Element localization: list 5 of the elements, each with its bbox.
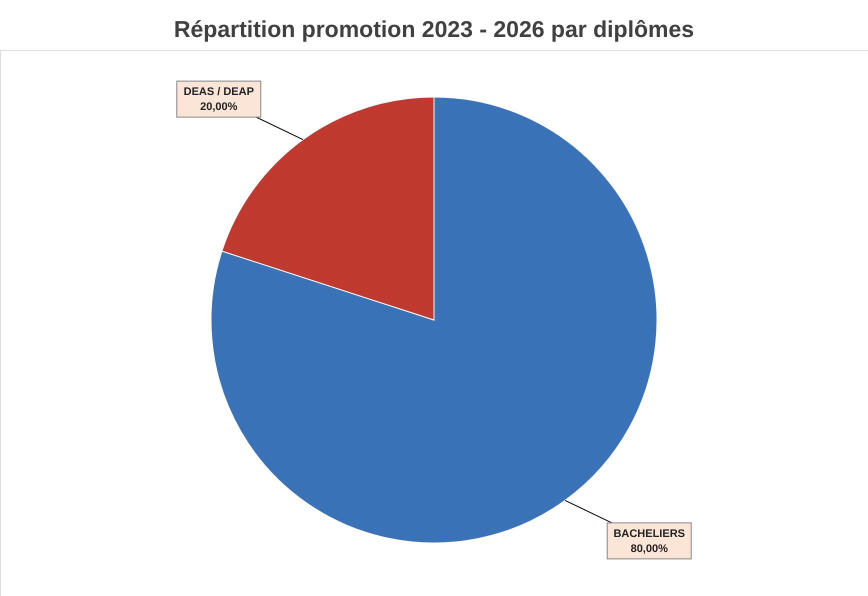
data-label: 20,00%: [200, 101, 238, 114]
chart-title: Répartition promotion 2023 - 2026 par diplômes: [174, 16, 694, 42]
data-label: 80,00%: [630, 542, 668, 555]
slice-label: BACHELIERS: [613, 528, 685, 540]
slice-label: DEAS / DEAP: [184, 86, 254, 98]
